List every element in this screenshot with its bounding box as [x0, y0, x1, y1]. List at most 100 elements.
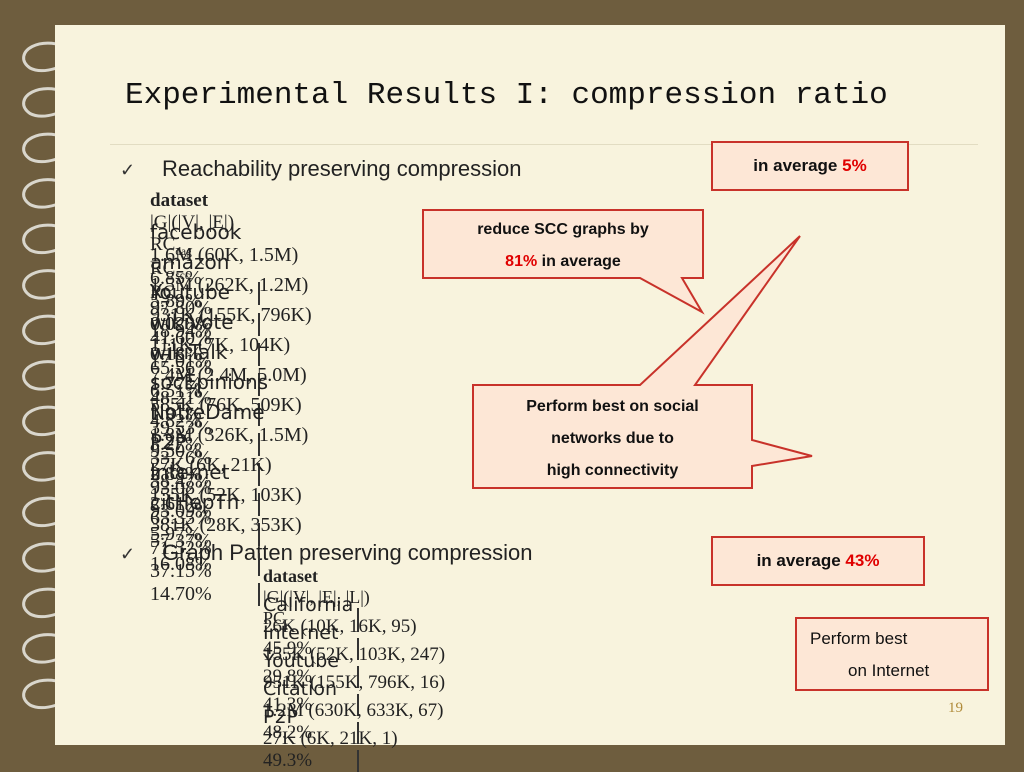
page-number: 19: [948, 700, 963, 716]
table-cell: 63.35%: [150, 507, 212, 529]
check-mark: ✓: [120, 160, 136, 180]
table-row: socEpinions 585K (76K, 509K) 39.53% 9.50% 2.…: [150, 370, 898, 486]
callout: in average 43%: [712, 537, 924, 585]
header-subscript: r: [285, 619, 289, 632]
table-cell: amazon: [150, 250, 230, 274]
table-cell: 18.94%: [150, 320, 212, 342]
table-cell: 1.8M (326K, 1.5M): [150, 424, 309, 446]
callout-box: [422, 209, 705, 315]
callout: in average 5%: [712, 142, 908, 190]
table-cell: wikiTalk: [150, 340, 228, 364]
table-cell: 1.5M (262K, 1.2M): [150, 274, 309, 296]
table-cell: 155K (52K, 103K): [150, 484, 302, 506]
table-cell: 57.37%: [150, 530, 212, 552]
table-row: facebook 1.6M (60K, 1.5M) 6.85% 5.89% 0.028%: [150, 220, 898, 336]
header-cell: dataset: [263, 566, 318, 586]
table-cell: 17.01%: [150, 350, 212, 372]
callout-box: [711, 536, 925, 586]
table-cell: 1.6M (60K, 1.5M): [150, 244, 299, 266]
header-subscript: dag: [175, 245, 192, 258]
table-cell: 9.50%: [150, 440, 202, 462]
callout-highlight: 81%: [505, 253, 538, 270]
bullet: Graph Patten preserving compression: [162, 540, 533, 565]
callout: reduce SCC graphs by 81% in average: [423, 214, 703, 278]
table-row: NotreDame 1.8M (326K, 1.5M) 33.76% 38.47% 2.…: [150, 400, 898, 516]
table-cell: Youtube: [150, 280, 230, 304]
header-subscript: scc: [175, 269, 190, 282]
table-cell: NotreDame: [150, 400, 265, 424]
table-row: California 26K (10K, 16K, 95) 45.9%: [263, 594, 777, 660]
table-cell: 41.60%: [150, 327, 212, 349]
table-cell: 97.80%: [150, 297, 212, 319]
table-cell: 33.76%: [150, 447, 212, 469]
table-cell: facebook: [150, 220, 242, 244]
table-cell: 1.91%: [150, 403, 260, 426]
table-cell: 93.09%: [150, 500, 212, 522]
table-cell: California: [263, 594, 354, 616]
table-reachability: dataset |G|(|V|, |E|) RCdag RCscc RCr faceboo…: [150, 190, 898, 606]
callout-text: Perform best on social: [526, 398, 699, 415]
callout-box: [472, 235, 813, 489]
table-cell: Internet: [263, 622, 339, 644]
callout-text: on Internet: [848, 661, 930, 680]
header-cell: RCdag: [150, 234, 275, 258]
table-cell: 26K (10K, 16K, 95): [263, 616, 417, 637]
table-cell: 2.88%: [150, 463, 260, 486]
table-cell: Youtube: [263, 650, 339, 672]
table-cell: 45.9%: [263, 638, 359, 660]
callout-box: [795, 617, 989, 691]
callout-text: reduce SCC graphs by: [477, 221, 649, 238]
header-cell: |G|(|V|, |E|, |L|): [263, 587, 370, 607]
table-pattern: dataset |G|(|V|, |E|, |L|) PCr California 26…: [263, 566, 777, 772]
callout-text: networks due to: [551, 430, 674, 447]
callout-text: high connectivity: [546, 462, 679, 479]
table-cell: 1.2M (630K, 633K, 67): [263, 700, 444, 721]
header-text: RC: [150, 234, 176, 255]
table-cell: 6.85%: [150, 267, 202, 289]
header-cell: RCscc: [150, 258, 250, 282]
title-rule: [110, 144, 978, 145]
callout-text: in average: [541, 253, 621, 270]
table-cell: Citation: [263, 678, 338, 700]
header-cell: PCr: [263, 608, 359, 632]
table-cell: Internet: [150, 460, 230, 484]
callout-box: [711, 141, 909, 191]
table-row: wikiTalk 7.4M (2.4M, 5.0M) 48.21% 4.82% 3.27…: [150, 340, 898, 456]
table-cell: P2P: [263, 706, 299, 728]
header-text: PC: [263, 608, 286, 628]
table-cell: 381K (28K, 353K): [150, 514, 302, 536]
table-cell: P2P: [150, 430, 187, 454]
table-cell: 16.08%: [150, 553, 260, 576]
table-row: amazon 1.5M (262K, 1.2M) 97.80% 18.94% 0.18%: [150, 250, 898, 366]
callout-text: in average: [753, 156, 838, 175]
table-cell: 48.21%: [150, 387, 212, 409]
table-cell: 38.47%: [150, 470, 212, 492]
header-cell: RCr: [150, 281, 260, 306]
table-cell: 49.3%: [263, 750, 359, 772]
slide-title: Experimental Results I: compression rati…: [125, 78, 888, 113]
bullet: Reachability preserving compression: [162, 156, 522, 181]
table-cell: 4.82%: [150, 410, 202, 432]
callout-highlight: 43%: [845, 551, 880, 570]
header-text: RC: [150, 257, 176, 279]
table-cell: 5.97%: [150, 523, 260, 546]
table-cell: socEpinions: [150, 370, 269, 394]
header-cell: |G|(|V|, |E|): [150, 212, 235, 233]
table-row: citHepTh 381K (28K, 353K) 71.32% 37.15% 14.7…: [150, 490, 898, 606]
table-cell: 5.89%: [150, 290, 202, 312]
table-cell: 71.32%: [150, 537, 212, 559]
table-cell: 7.4M (2.4M, 5.0M): [150, 364, 307, 386]
table-cell: wikiVote: [150, 310, 234, 334]
table-row: Internet 155K (52K, 103K) 63.35% 57.37% 16.0…: [150, 460, 898, 576]
table-cell: 65.56%: [150, 357, 212, 379]
table-cell: 39.53%: [150, 417, 212, 439]
table-cell: 37.15%: [150, 560, 212, 582]
table-cell: 931K (155K, 796K): [150, 304, 312, 326]
table-cell: 27K (6K, 21K): [150, 454, 272, 476]
table-row: Citation 1.2M (630K, 633K, 67) 48.2%: [263, 678, 777, 744]
table-cell: 6.51%: [150, 380, 202, 402]
table-cell: 3.27%: [150, 433, 260, 456]
table-row: wikiVote 111K (7K, 104K) 65.56% 6.51% 1.91%: [150, 310, 898, 426]
table-cell: 111K (7K, 104K): [150, 334, 291, 356]
